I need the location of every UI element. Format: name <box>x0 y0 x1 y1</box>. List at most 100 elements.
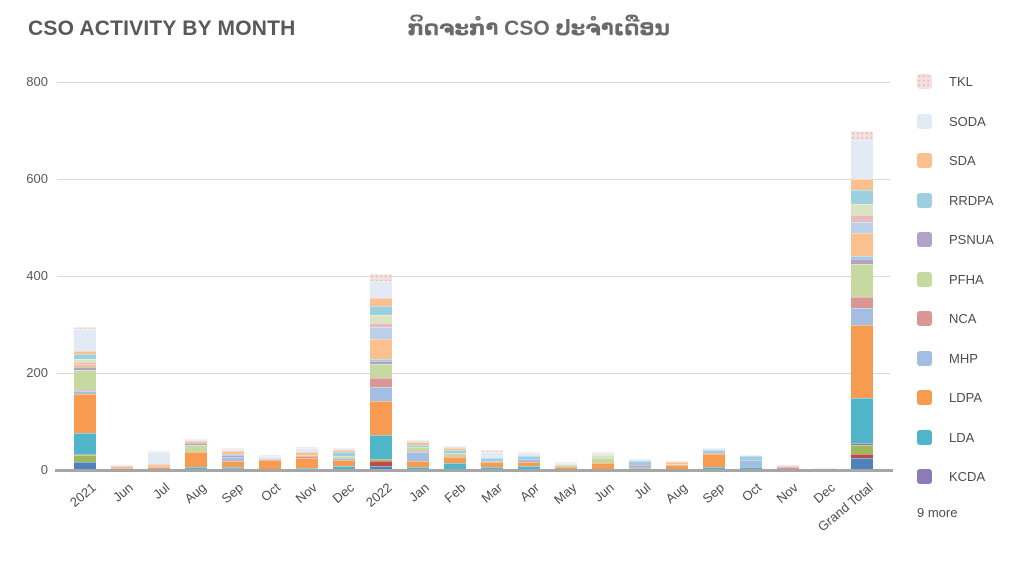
bar-segment-NCA <box>110 466 133 468</box>
x-axis-label-text: Apr <box>517 479 543 505</box>
bar-segment-LDPA <box>184 452 207 467</box>
bar-segment-TKL <box>221 448 244 450</box>
x-axis-label-text: Aug <box>662 479 691 507</box>
legend-swatch-sda <box>917 153 932 168</box>
bar-segment-more-palegreen <box>369 314 392 323</box>
bar-segment-TKL <box>776 465 799 467</box>
bar-segment-SODA <box>702 448 725 451</box>
gridline-200 <box>57 373 890 374</box>
bar-segment-SDA <box>184 441 207 444</box>
bar-segment-SDA <box>295 452 318 455</box>
bar-segment-TKL <box>591 452 614 454</box>
bar-segment-PSNUA <box>850 258 873 265</box>
stacked-bar-aug-16 <box>665 460 688 470</box>
bar-segment-SODA <box>443 445 466 449</box>
x-axis-label-text: Nov <box>292 479 321 507</box>
stacked-bar-apr-12 <box>517 452 540 470</box>
bar-segment-NCA <box>702 452 725 454</box>
bar-segment-TKL <box>369 273 392 282</box>
bar-segment-SODA <box>184 439 207 442</box>
bar-segment-SDA <box>369 298 392 307</box>
bar-segment-PSNUA <box>628 465 651 467</box>
bar-segment-more-peach <box>850 233 873 256</box>
bar-segment-NCA <box>295 456 318 459</box>
bar-segment-more-green <box>850 444 873 454</box>
legend-label-nca: NCA <box>949 311 977 326</box>
x-axis-label-text: Jul <box>149 479 173 502</box>
stacked-bar-nov-19 <box>776 465 799 470</box>
legend-swatch-nca <box>917 311 932 326</box>
bar-slot-jul-2 <box>140 82 177 470</box>
bar-segment-PFHA <box>369 364 392 378</box>
bar-segment-SDA <box>73 350 96 354</box>
bar-slot-dec-20 <box>806 82 843 470</box>
legend-item-kcda: KCDA <box>917 469 1017 484</box>
x-axis-label-text: Aug <box>181 479 210 507</box>
bar-segment-RRDPA <box>517 456 540 460</box>
x-axis-label-text: 2022 <box>362 479 395 510</box>
bar-segment-more-green <box>369 459 392 462</box>
chart-title: CSO ACTIVITY BY MONTH <box>28 17 296 40</box>
stacked-bar-feb-10 <box>443 445 466 470</box>
stacked-bar-oct-18 <box>739 454 762 470</box>
bar-slot-mar-11 <box>473 82 510 470</box>
bar-segment-LDA <box>221 466 244 469</box>
bar-segment-LDA <box>739 466 762 469</box>
bar-segment-NCA <box>850 297 873 309</box>
legend-swatch-mhp <box>917 350 932 366</box>
legend-item-tkl: TKL <box>917 74 1017 89</box>
bar-segment-MHP <box>332 457 355 460</box>
stacked-bar-aug-3 <box>184 438 207 470</box>
bar-segment-LDPA <box>73 393 96 433</box>
x-axis-label-text: 2021 <box>66 479 99 510</box>
bar-segment-LDPA <box>110 467 133 470</box>
bar-segment-TKL <box>665 460 688 462</box>
bar-segment-SDA <box>443 448 466 450</box>
bar-segment-TKL <box>258 455 281 457</box>
bar-segment-PFHA <box>406 446 429 451</box>
bar-segment-TKL <box>184 438 207 440</box>
bar-segment-LDPA <box>295 458 318 469</box>
legend-item-psnua: PSNUA <box>917 232 1017 247</box>
bar-segment-more-rose <box>776 466 799 468</box>
bar-segment-LDPA <box>517 462 540 467</box>
bar-segment-LDPA <box>591 463 614 470</box>
bar-slot-nov-19 <box>769 82 806 470</box>
chart-title-lao: ກິດຈະກຳ CSO ປະຈຳເດືອນ <box>407 17 670 40</box>
bar-segment-NCA <box>369 377 392 387</box>
bar-segment-LDPA <box>702 454 725 467</box>
bar-slot-2022-8 <box>362 82 399 470</box>
bar-segment-RRDPA <box>73 353 96 360</box>
bar-segment-TKL <box>480 450 503 453</box>
bar-segment-SODA <box>332 448 355 451</box>
bar-segment-SDA <box>332 450 355 453</box>
bar-segment-PFHA <box>184 444 207 453</box>
bar-segment-SDA <box>110 465 133 467</box>
legend-label-ldpa: LDPA <box>949 390 982 405</box>
bar-segment-more-palegreen <box>73 359 96 363</box>
bar-segment-SODA <box>628 458 651 462</box>
bar-segment-more-rose <box>73 362 96 365</box>
bar-segment-MHP <box>517 459 540 463</box>
bar-segment-LDPA <box>406 460 429 467</box>
bar-segment-SODA <box>517 453 540 457</box>
gridline-400 <box>57 276 890 277</box>
bar-segment-more-palegreen <box>591 455 614 459</box>
bar-segment-SODA <box>221 449 244 452</box>
legend-label-mhp: MHP <box>949 350 978 366</box>
legend-label-kcda: KCDA <box>949 469 986 484</box>
bar-slot-aug-16 <box>658 82 695 470</box>
bar-segment-LDA <box>332 465 355 469</box>
bar-segment-SODA <box>73 328 96 351</box>
bar-segment-more-blue <box>73 462 96 470</box>
legend-label-sda: SDA <box>949 153 976 168</box>
bar-segment-MHP <box>850 308 873 326</box>
bar-segment-TKL <box>517 452 540 454</box>
bar-segment-RRDPA <box>850 189 873 205</box>
x-axis-label-text: Mar <box>478 479 506 506</box>
bar-segment-more-palegreen <box>850 204 873 216</box>
bar-segment-SDA <box>406 441 429 445</box>
x-axis-label-text: Jun <box>109 479 136 505</box>
bar-segment-SODA <box>480 452 503 458</box>
x-axis-label-text: Jun <box>590 479 617 505</box>
